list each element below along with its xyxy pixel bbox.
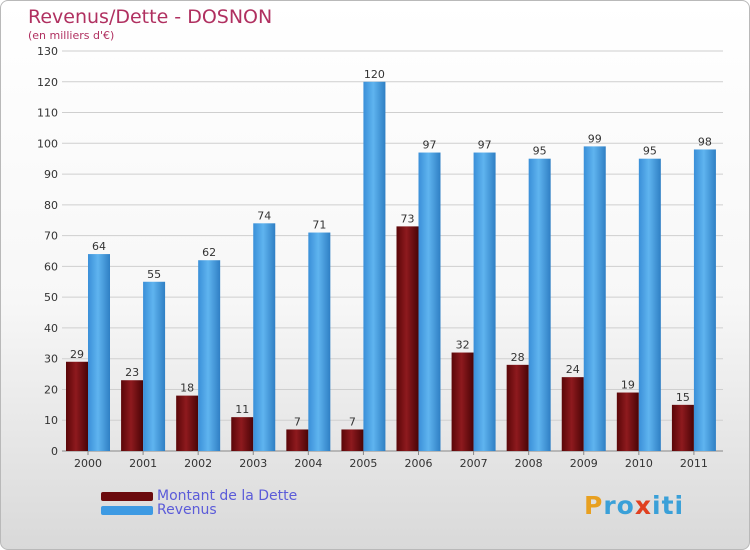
y-tick-label: 130 xyxy=(37,45,58,58)
logo-letter: i xyxy=(652,491,662,520)
x-tick-label: 2004 xyxy=(294,457,322,470)
legend-item-revenue: Revenus xyxy=(101,502,217,518)
legend-item-debt: Montant de la Dette xyxy=(101,488,298,504)
bar-debt xyxy=(561,377,584,451)
proxiti-logo: Proxiti xyxy=(584,491,684,520)
x-tick-label: 2001 xyxy=(129,457,157,470)
x-tick-label: 2011 xyxy=(680,457,708,470)
logo-letter: r xyxy=(603,491,617,520)
data-label-revenue: 95 xyxy=(533,145,547,158)
y-tick-label: 0 xyxy=(51,445,58,458)
data-label-revenue: 62 xyxy=(202,246,216,259)
data-label-debt: 7 xyxy=(349,415,356,428)
data-label-revenue: 95 xyxy=(643,145,657,158)
y-tick-label: 90 xyxy=(44,168,58,181)
data-label-revenue: 98 xyxy=(698,135,712,148)
logo-letter: x xyxy=(634,491,652,520)
y-tick-label: 120 xyxy=(37,76,58,89)
bar-debt xyxy=(286,429,309,451)
bar-debt xyxy=(341,429,364,451)
data-label-debt: 24 xyxy=(566,363,580,376)
data-label-revenue: 64 xyxy=(92,240,106,253)
bar-debt xyxy=(66,361,88,451)
x-tick-label: 2010 xyxy=(625,457,653,470)
bar-revenue xyxy=(253,223,276,451)
bar-revenue xyxy=(528,158,551,451)
x-tick-label: 2008 xyxy=(515,457,543,470)
bar-revenue xyxy=(198,260,221,451)
data-label-debt: 23 xyxy=(125,366,139,379)
y-tick-label: 60 xyxy=(44,260,58,273)
logo-letter: t xyxy=(661,491,675,520)
data-label-revenue: 99 xyxy=(588,132,602,145)
bar-revenue xyxy=(583,146,606,451)
x-tick-label: 2007 xyxy=(460,457,488,470)
y-tick-label: 20 xyxy=(44,383,58,396)
x-tick-label: 2000 xyxy=(74,457,102,470)
y-tick-label: 10 xyxy=(44,414,58,427)
bar-debt xyxy=(451,352,474,451)
bar-revenue xyxy=(88,254,110,451)
chart-title: Revenus/Dette - DOSNON xyxy=(28,6,273,28)
y-tick-label: 110 xyxy=(37,107,58,120)
bar-debt xyxy=(671,404,694,451)
data-label-debt: 15 xyxy=(676,391,690,404)
x-tick-label: 2009 xyxy=(570,457,598,470)
data-label-revenue: 74 xyxy=(257,209,271,222)
bar-revenue xyxy=(638,158,661,451)
bar-debt xyxy=(396,226,419,451)
y-tick-label: 40 xyxy=(44,322,58,335)
bar-debt xyxy=(616,392,639,451)
data-label-debt: 7 xyxy=(294,415,301,428)
data-label-debt: 18 xyxy=(180,382,194,395)
chart-subtitle: (en milliers d'€) xyxy=(28,29,115,42)
data-label-revenue: 120 xyxy=(364,68,385,81)
x-tick-label: 2002 xyxy=(184,457,212,470)
data-label-revenue: 97 xyxy=(423,139,437,152)
data-label-debt: 19 xyxy=(621,379,635,392)
bar-debt xyxy=(121,380,144,451)
bar-revenue xyxy=(363,81,386,452)
y-tick-label: 100 xyxy=(37,137,58,150)
y-tick-label: 70 xyxy=(44,230,58,243)
data-label-revenue: 97 xyxy=(478,139,492,152)
legend-label-debt: Montant de la Dette xyxy=(157,488,298,504)
bar-debt xyxy=(176,395,199,451)
x-tick-label: 2005 xyxy=(349,457,377,470)
data-label-debt: 73 xyxy=(401,212,415,225)
y-tick-label: 50 xyxy=(44,291,58,304)
bar-revenue xyxy=(308,232,331,451)
y-tick-label: 30 xyxy=(44,353,58,366)
legend-swatch-revenue xyxy=(101,505,153,515)
data-label-revenue: 71 xyxy=(312,219,326,232)
data-label-revenue: 55 xyxy=(147,268,161,281)
data-label-debt: 29 xyxy=(70,348,84,361)
y-tick-label: 80 xyxy=(44,199,58,212)
data-label-debt: 28 xyxy=(511,351,525,364)
bar-revenue xyxy=(143,281,166,451)
legend-swatch-debt xyxy=(101,491,153,501)
x-tick-label: 2006 xyxy=(405,457,433,470)
logo-letter: i xyxy=(674,491,685,520)
bar-revenue xyxy=(693,149,716,451)
data-label-debt: 32 xyxy=(456,339,470,352)
x-tick-label: 2003 xyxy=(239,457,267,470)
bar-debt xyxy=(506,364,529,451)
logo-letter: P xyxy=(584,491,604,520)
data-label-debt: 11 xyxy=(235,403,249,416)
bar-revenue xyxy=(473,152,496,452)
legend-label-revenue: Revenus xyxy=(157,502,217,518)
bar-debt xyxy=(231,417,254,451)
bar-revenue xyxy=(418,152,441,452)
logo-letter: o xyxy=(616,491,635,520)
